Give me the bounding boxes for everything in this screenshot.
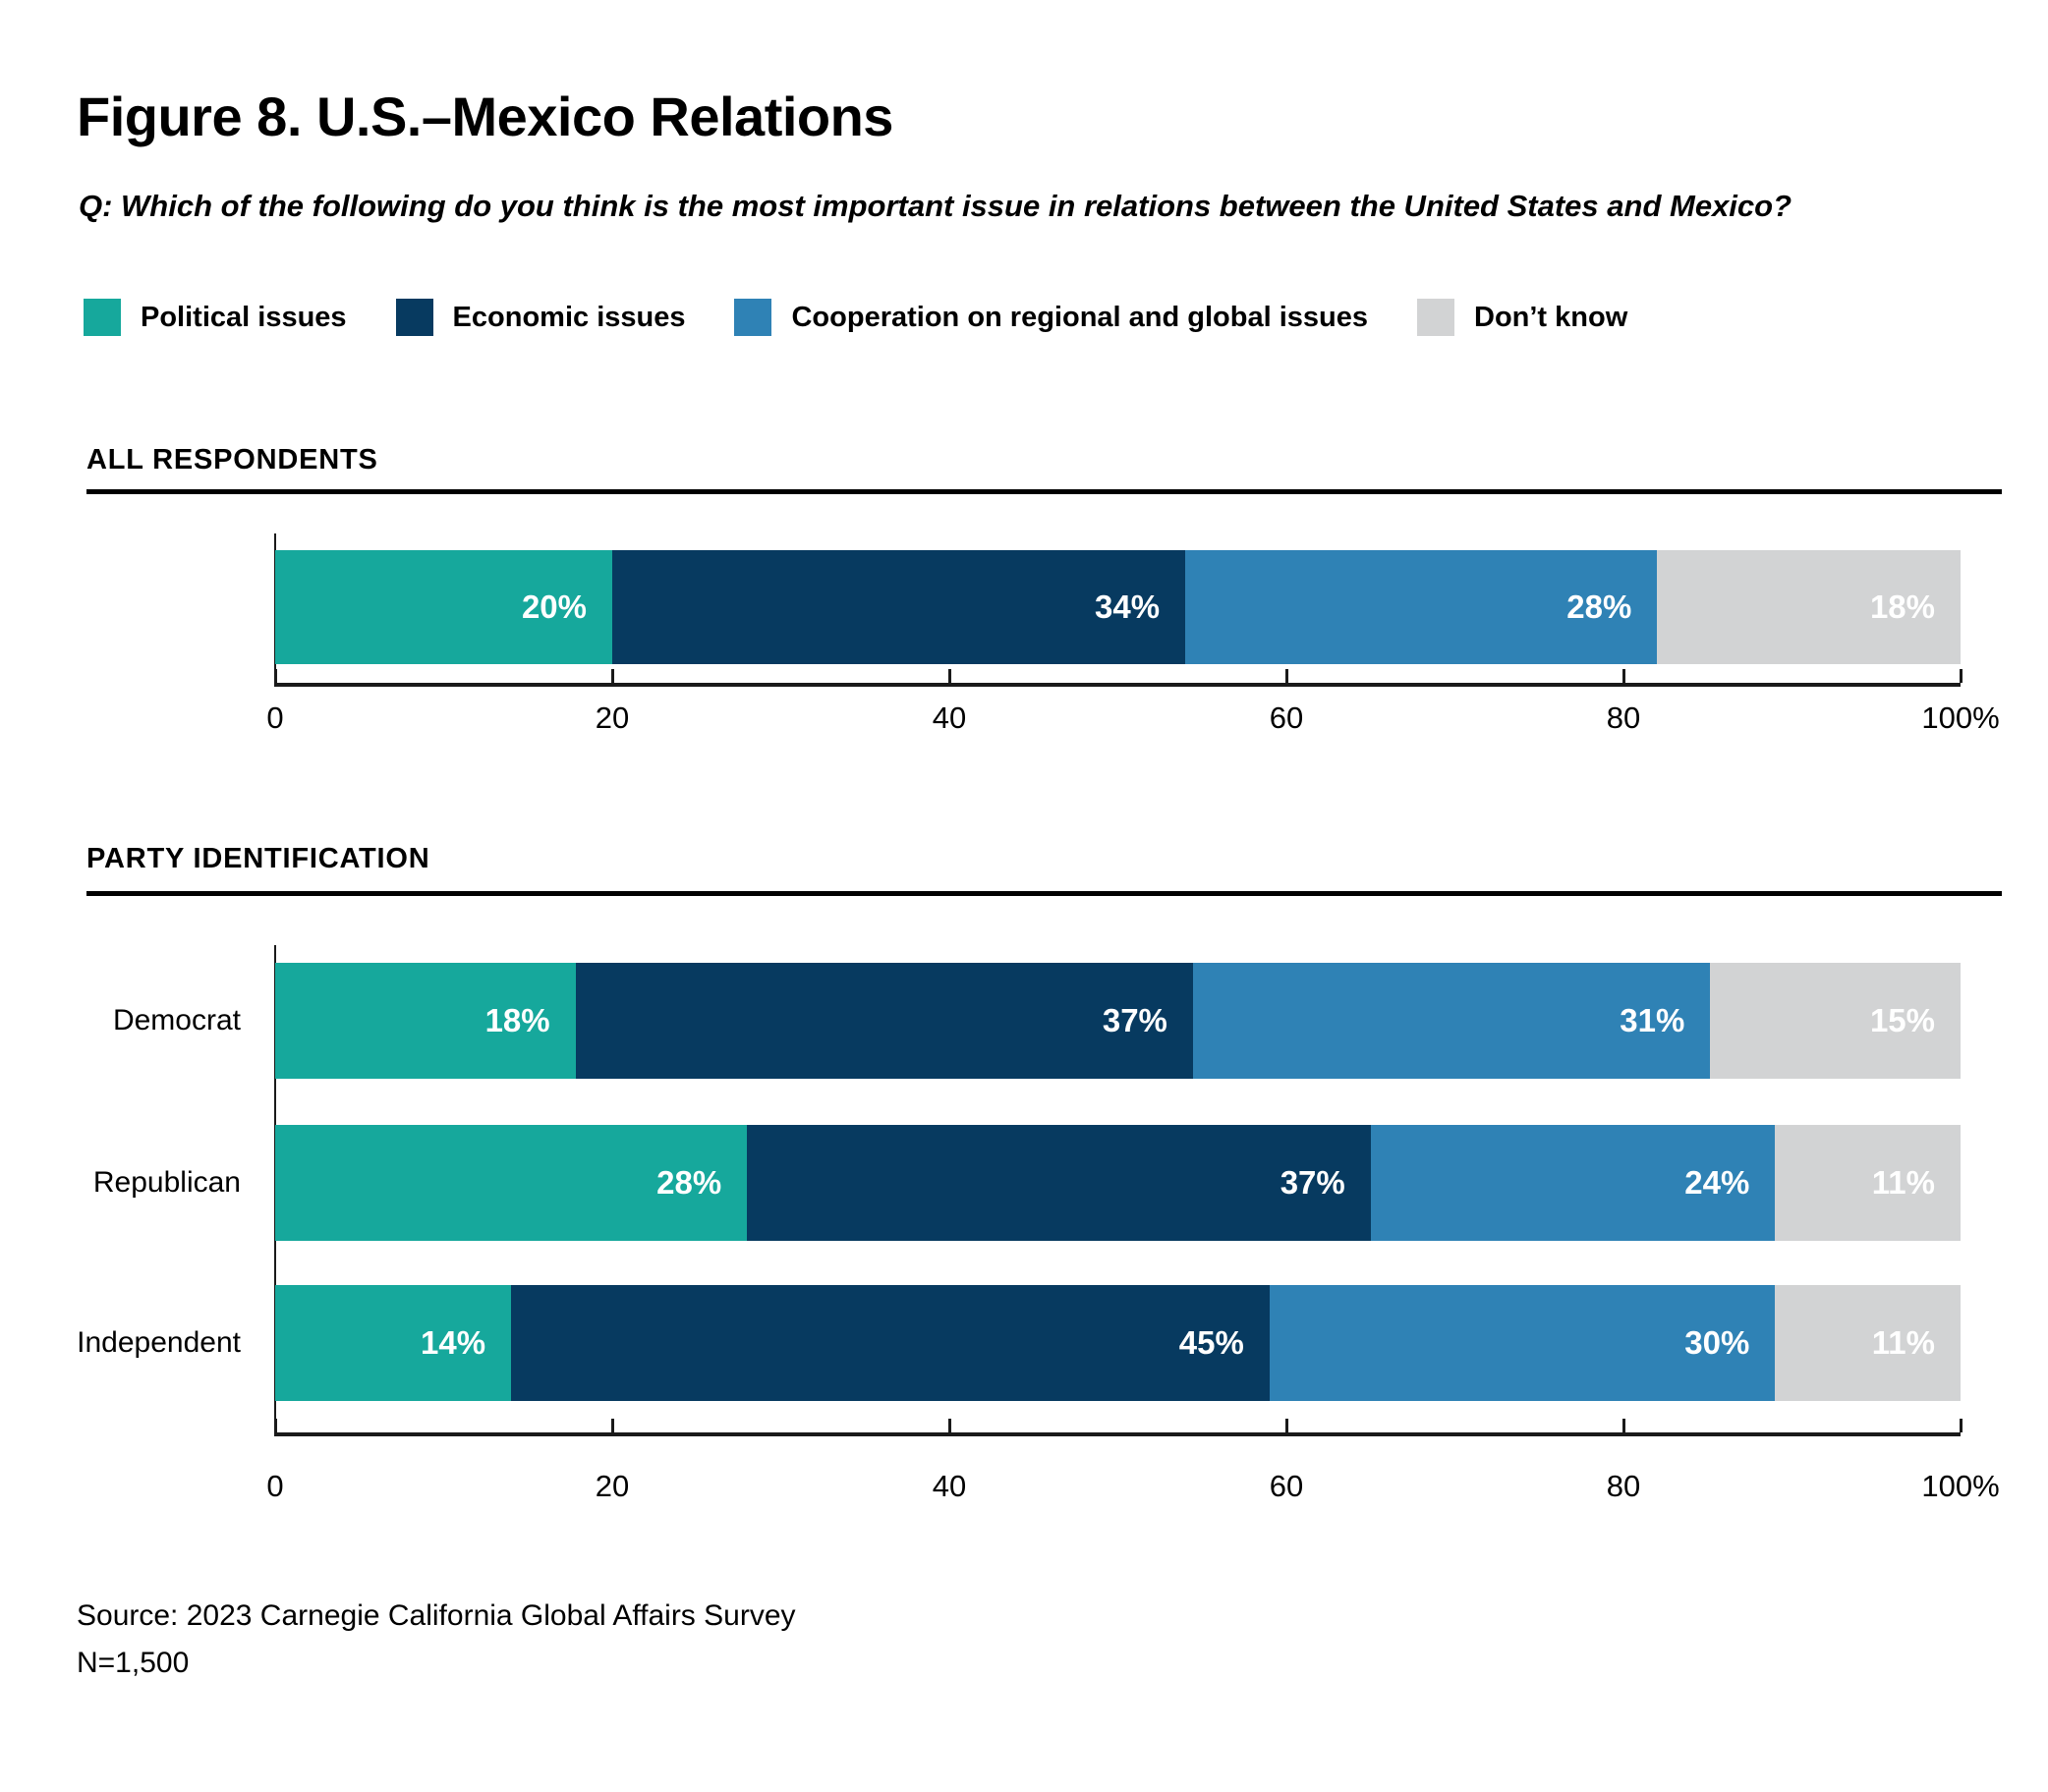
- legend-label: Political issues: [141, 301, 347, 333]
- bar-segment: 20%: [275, 550, 612, 664]
- bar-value-label: 28%: [656, 1164, 722, 1201]
- bar-value-label: 34%: [1095, 588, 1161, 625]
- legend-item: Economic issues: [395, 299, 686, 336]
- bar-value-label: 37%: [1102, 1002, 1167, 1038]
- category-label: Democrat: [112, 1004, 241, 1036]
- axis-tick-label: 60: [1269, 700, 1304, 735]
- legend-swatch-icon: [1417, 299, 1454, 336]
- axis-tick-label: 80: [1606, 1469, 1641, 1503]
- bar-segment: 45%: [511, 1285, 1270, 1401]
- chart-party-identification: Democrat 18% 37% 31% 15% Republican 28% 37% 24% 1…: [77, 945, 2000, 1525]
- x-axis-line: [275, 683, 1961, 687]
- legend: Political issues Economic issues Cooperati…: [84, 299, 1627, 336]
- section-rule: [86, 891, 2002, 896]
- axis-tick-label: 0: [266, 700, 284, 735]
- bar-value-label: 20%: [521, 588, 587, 625]
- legend-label: Economic issues: [452, 301, 686, 333]
- bar-segment: 24%: [1370, 1125, 1776, 1241]
- sample-size: N=1,500: [77, 1647, 190, 1679]
- bar-segment: 28%: [275, 1125, 748, 1241]
- bar-segment: 31%: [1192, 963, 1711, 1079]
- bar-segment: 30%: [1269, 1285, 1776, 1401]
- legend-swatch-icon: [84, 299, 121, 336]
- axis-tick: [1285, 1419, 1288, 1432]
- axis-tick: [948, 1419, 951, 1432]
- bar-value-label: 31%: [1620, 1002, 1685, 1038]
- axis-tick-label: 80: [1606, 700, 1641, 735]
- bar-segment: 15%: [1710, 963, 1961, 1079]
- axis-tick: [1960, 1419, 1963, 1432]
- axis-tick: [1285, 669, 1288, 683]
- axis-tick-label: 20: [595, 1469, 630, 1503]
- bar-value-label: 11%: [1871, 1324, 1935, 1361]
- bar-value-label: 18%: [1869, 588, 1935, 625]
- axis-tick-label: 20: [595, 700, 630, 735]
- bar-segment: 34%: [612, 550, 1186, 664]
- axis-tick-label: 0: [266, 1469, 284, 1503]
- bar-row-democrat: Democrat 18% 37% 31% 15%: [113, 963, 1961, 1079]
- section-header-all-respondents: ALL RESPONDENTS: [86, 444, 378, 476]
- axis-tick: [611, 1419, 614, 1432]
- axis-tick: [1622, 1419, 1625, 1432]
- axis-tick-label: 100%: [1921, 700, 2000, 735]
- bar-segment: 11%: [1775, 1285, 1961, 1401]
- category-label: Republican: [92, 1166, 241, 1199]
- chart-all-respondents: 20% 34% 28% 18% 0 20 40 60 80 100%: [266, 531, 2000, 756]
- axis-tick: [1622, 669, 1625, 683]
- x-axis-line: [275, 1432, 1961, 1436]
- axis-tick-label: 40: [932, 1469, 967, 1503]
- axis-tick: [611, 669, 614, 683]
- legend-item: Don’t know: [1417, 299, 1627, 336]
- bar-row-republican: Republican 28% 37% 24% 11%: [93, 1125, 1961, 1241]
- section-rule: [86, 489, 2002, 494]
- axis-tick: [948, 669, 951, 683]
- legend-swatch-icon: [395, 299, 433, 336]
- bar-value-label: 28%: [1566, 588, 1632, 625]
- bar-value-label: 14%: [421, 1324, 486, 1361]
- bar-segment: 28%: [1185, 550, 1658, 664]
- survey-question: Q: Which of the following do you think i…: [79, 189, 1792, 223]
- figure-title: Figure 8. U.S.–Mexico Relations: [77, 84, 893, 147]
- bar-segment: 14%: [275, 1285, 512, 1401]
- bar-segment: 18%: [275, 963, 576, 1079]
- axis-tick-label: 100%: [1921, 1469, 2000, 1503]
- bar-value-label: 45%: [1178, 1324, 1244, 1361]
- bar-segment: 11%: [1775, 1125, 1961, 1241]
- category-label: Independent: [77, 1326, 241, 1359]
- axis-tick: [274, 669, 277, 683]
- legend-swatch-icon: [734, 299, 772, 336]
- bar-row: 20% 34% 28% 18%: [275, 550, 1961, 664]
- bar-value-label: 15%: [1869, 1002, 1935, 1038]
- bar-segment: 37%: [575, 963, 1193, 1079]
- bar-segment: 37%: [747, 1125, 1371, 1241]
- legend-item: Cooperation on regional and global issue…: [734, 299, 1368, 336]
- bar-segment: 18%: [1657, 550, 1961, 664]
- bar-row-independent: Independent 14% 45% 30% 11%: [77, 1285, 1961, 1401]
- legend-label: Don’t know: [1474, 301, 1628, 333]
- bar-value-label: 37%: [1280, 1164, 1345, 1201]
- bar-value-label: 18%: [484, 1002, 550, 1038]
- bar-value-label: 30%: [1684, 1324, 1750, 1361]
- bar-value-label: 11%: [1871, 1164, 1935, 1201]
- axis-tick-label: 60: [1269, 1469, 1304, 1503]
- legend-item: Political issues: [84, 299, 347, 336]
- bar-value-label: 24%: [1684, 1164, 1750, 1201]
- axis-tick: [274, 1419, 277, 1432]
- section-header-party-identification: PARTY IDENTIFICATION: [86, 843, 430, 874]
- legend-label: Cooperation on regional and global issue…: [791, 301, 1368, 333]
- axis-tick-label: 40: [932, 700, 967, 735]
- source-attribution: Source: 2023 Carnegie California Global …: [77, 1599, 796, 1632]
- axis-tick: [1960, 669, 1963, 683]
